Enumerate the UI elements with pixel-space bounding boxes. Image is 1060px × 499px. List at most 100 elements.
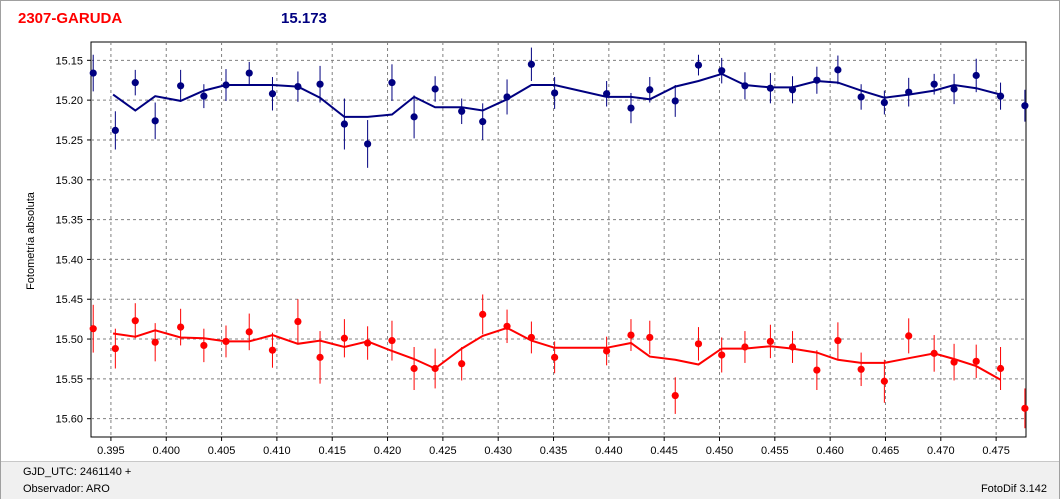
data-point [857, 93, 865, 101]
data-point [410, 113, 418, 121]
x-tick-label: 0.430 [484, 445, 512, 457]
y-tick-label: 15.40 [55, 254, 83, 266]
trend-line [112, 326, 1002, 381]
data-point [880, 98, 888, 107]
data-point [551, 89, 559, 97]
data-point [788, 86, 797, 94]
data-point [671, 97, 679, 105]
x-tick-label: 0.455 [761, 445, 789, 457]
data-point [294, 317, 302, 326]
x-tick-label: 0.465 [872, 445, 900, 457]
data-point [788, 343, 797, 351]
data-point [89, 325, 97, 333]
data-point [111, 345, 119, 353]
x-tick-label: 0.440 [595, 445, 623, 457]
data-point [603, 347, 611, 355]
data-point [177, 82, 185, 90]
data-point [89, 69, 97, 77]
data-point [151, 338, 159, 346]
data-point [741, 343, 749, 351]
data-point [718, 351, 726, 359]
data-point [503, 322, 511, 330]
y-tick-label: 15.30 [55, 175, 83, 187]
plot-area [90, 41, 1027, 438]
y-tick-label: 15.60 [55, 414, 83, 426]
data-point [131, 317, 139, 325]
y-tick-label: 15.20 [55, 95, 83, 107]
y-axis-label: Fotometría absoluta [25, 191, 37, 290]
data-point [972, 71, 980, 80]
data-point [930, 349, 938, 357]
star-name-title: 2307-GARUDA [18, 10, 123, 27]
x-tick-label: 0.445 [650, 445, 678, 457]
data-point [364, 140, 372, 148]
light-curve-chart: 0.395 0.400 0.405 0.410 0.415 0.420 0.425 0.430… [25, 41, 1029, 457]
data-point [431, 85, 439, 93]
data-point [905, 88, 913, 96]
axis-ticks: 0.395 0.400 0.405 0.410 0.415 0.420 0.425 0.430… [55, 55, 1009, 457]
data-point [316, 353, 324, 361]
y-tick-label: 15.55 [55, 374, 83, 386]
data-point [930, 80, 938, 88]
data-point [1021, 404, 1029, 412]
data-point [813, 366, 821, 374]
gjd-label: GJD_UTC: 2461140 + [23, 466, 132, 478]
data-point [950, 358, 958, 366]
data-point [131, 79, 139, 87]
x-tick-label: 0.460 [816, 445, 844, 457]
data-point [905, 332, 913, 340]
data-point [646, 333, 654, 342]
data-point [834, 66, 842, 74]
data-point [111, 126, 119, 134]
data-point [316, 80, 324, 88]
data-point [527, 333, 535, 342]
data-point [364, 339, 372, 347]
x-tick-label: 0.450 [706, 445, 734, 457]
data-point [200, 92, 208, 100]
data-point [340, 334, 348, 342]
x-tick-label: 0.410 [263, 445, 291, 457]
series-red [89, 294, 1029, 429]
data-point [972, 357, 980, 365]
data-point [151, 117, 159, 125]
x-tick-label: 0.395 [97, 445, 125, 457]
y-tick-label: 15.35 [55, 215, 83, 227]
data-point [741, 82, 749, 90]
y-tick-label: 15.15 [55, 55, 83, 67]
data-point [551, 353, 559, 361]
data-point [694, 340, 703, 348]
x-tick-label: 0.425 [429, 445, 457, 457]
data-point [766, 84, 774, 92]
data-point [996, 364, 1005, 373]
data-point [268, 346, 277, 354]
data-point [388, 337, 396, 345]
data-point [458, 107, 466, 115]
observer-label: Observador: ARO [23, 483, 110, 495]
data-point [340, 120, 348, 128]
x-tick-label: 0.415 [318, 445, 346, 457]
data-point [222, 337, 230, 346]
data-point [245, 328, 253, 336]
x-tick-label: 0.405 [208, 445, 236, 457]
data-point [1021, 102, 1029, 110]
status-bar: GJD_UTC: 2461140 + Observador: ARO FotoD… [1, 461, 1059, 499]
x-tick-label: 0.400 [152, 445, 180, 457]
x-tick-label: 0.475 [982, 445, 1010, 457]
y-tick-label: 15.50 [55, 334, 83, 346]
series-blue [89, 47, 1029, 168]
x-tick-label: 0.435 [540, 445, 568, 457]
data-point [766, 337, 774, 346]
data-point [880, 377, 888, 385]
data-point [268, 90, 277, 98]
data-point [671, 391, 679, 400]
data-point [294, 82, 302, 91]
data-point [646, 86, 654, 94]
data-point [694, 61, 703, 69]
data-point [627, 104, 635, 112]
data-point [222, 81, 230, 89]
data-point [200, 341, 208, 350]
data-point [718, 67, 726, 75]
data-series [89, 47, 1029, 429]
data-point [503, 93, 511, 101]
